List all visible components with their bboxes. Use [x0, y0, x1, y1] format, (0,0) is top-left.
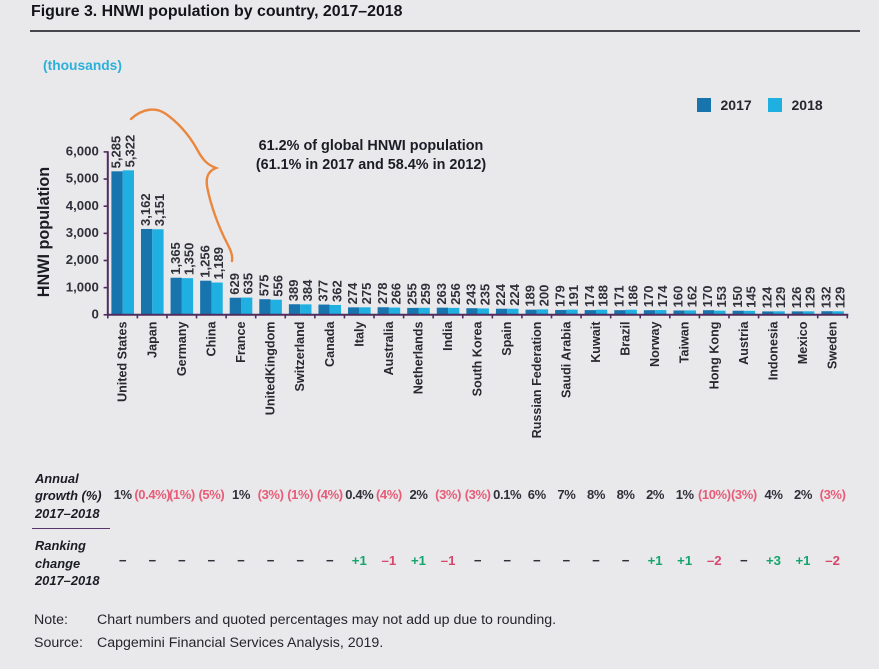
svg-text:145: 145: [744, 286, 759, 308]
svg-text:HNWI population: HNWI population: [35, 167, 53, 297]
svg-text:235: 235: [477, 284, 492, 306]
svg-text:174: 174: [582, 285, 597, 307]
svg-text:200: 200: [537, 285, 552, 307]
svg-text:129: 129: [773, 287, 788, 309]
svg-text:129: 129: [803, 287, 818, 309]
svg-text:Sweden: Sweden: [826, 322, 840, 370]
svg-text:1,365: 1,365: [168, 242, 183, 275]
svg-text:5,322: 5,322: [122, 135, 137, 168]
svg-text:556: 556: [270, 275, 285, 297]
svg-text:3,000: 3,000: [66, 225, 99, 240]
svg-text:Hong Kong: Hong Kong: [707, 322, 721, 390]
svg-text:191: 191: [566, 285, 581, 307]
svg-text:Australia: Australia: [382, 321, 396, 376]
svg-text:224: 224: [507, 283, 522, 305]
svg-text:1,000: 1,000: [66, 279, 99, 294]
svg-text:389: 389: [286, 280, 301, 302]
svg-text:Netherlands: Netherlands: [412, 322, 426, 395]
svg-text:274: 274: [345, 282, 360, 304]
svg-text:5,000: 5,000: [66, 171, 99, 186]
svg-text:Italy: Italy: [352, 322, 366, 347]
svg-text:132: 132: [819, 287, 834, 309]
svg-text:259: 259: [418, 283, 433, 305]
svg-text:3,151: 3,151: [152, 194, 167, 227]
svg-text:6,000: 6,000: [66, 144, 99, 159]
svg-text:575: 575: [257, 274, 272, 296]
svg-text:362: 362: [329, 280, 344, 302]
svg-text:256: 256: [448, 283, 463, 305]
svg-text:4,000: 4,000: [66, 198, 99, 213]
svg-text:Brazil: Brazil: [619, 322, 633, 356]
svg-text:Saudi Arabia: Saudi Arabia: [559, 321, 573, 399]
svg-text:China: China: [204, 321, 218, 357]
svg-text:629: 629: [227, 273, 242, 295]
svg-text:278: 278: [375, 283, 390, 305]
svg-text:0: 0: [91, 306, 98, 321]
svg-text:Japan: Japan: [145, 322, 159, 358]
svg-text:Germany: Germany: [175, 322, 189, 377]
svg-text:126: 126: [789, 287, 804, 309]
svg-text:224: 224: [493, 283, 508, 305]
svg-text:Austria: Austria: [737, 321, 751, 365]
svg-text:Taiwan: Taiwan: [678, 322, 692, 364]
svg-text:Spain: Spain: [500, 322, 514, 356]
svg-text:263: 263: [434, 283, 449, 305]
svg-text:266: 266: [389, 283, 404, 305]
svg-text:150: 150: [730, 286, 745, 308]
svg-text:Mexico: Mexico: [796, 321, 810, 364]
svg-text:243: 243: [464, 283, 479, 305]
svg-text:Russian Federation: Russian Federation: [530, 322, 544, 439]
svg-text:160: 160: [671, 286, 686, 308]
svg-text:162: 162: [684, 286, 699, 308]
svg-text:171: 171: [611, 285, 626, 307]
svg-text:Indonesia: Indonesia: [766, 321, 780, 381]
svg-text:United States: United States: [116, 322, 130, 402]
svg-text:South Korea: South Korea: [471, 321, 485, 397]
svg-text:189: 189: [523, 285, 538, 307]
svg-text:275: 275: [359, 283, 374, 305]
svg-text:1,256: 1,256: [197, 245, 212, 278]
svg-text:129: 129: [832, 287, 847, 309]
svg-text:5,285: 5,285: [109, 136, 124, 169]
svg-text:188: 188: [596, 285, 611, 307]
svg-text:France: France: [234, 322, 248, 363]
svg-text:1,350: 1,350: [182, 243, 197, 276]
svg-text:UnitedKingdom: UnitedKingdom: [264, 322, 278, 416]
svg-text:170: 170: [700, 285, 715, 307]
svg-text:174: 174: [655, 285, 670, 307]
svg-text:Switzerland: Switzerland: [293, 322, 307, 392]
svg-text:2,000: 2,000: [66, 252, 99, 267]
svg-text:635: 635: [241, 273, 256, 295]
svg-text:153: 153: [714, 286, 729, 308]
svg-text:Norway: Norway: [648, 322, 662, 368]
svg-text:Kuwait: Kuwait: [589, 321, 603, 363]
svg-text:Canada: Canada: [323, 321, 337, 367]
svg-text:India: India: [441, 321, 455, 351]
svg-text:1,189: 1,189: [211, 247, 226, 280]
svg-text:384: 384: [300, 279, 315, 301]
svg-text:170: 170: [641, 285, 656, 307]
svg-text:124: 124: [759, 286, 774, 308]
svg-text:186: 186: [625, 285, 640, 307]
svg-text:377: 377: [316, 280, 331, 302]
svg-text:179: 179: [552, 285, 567, 307]
svg-text:3,162: 3,162: [138, 193, 153, 226]
svg-text:255: 255: [404, 283, 419, 305]
